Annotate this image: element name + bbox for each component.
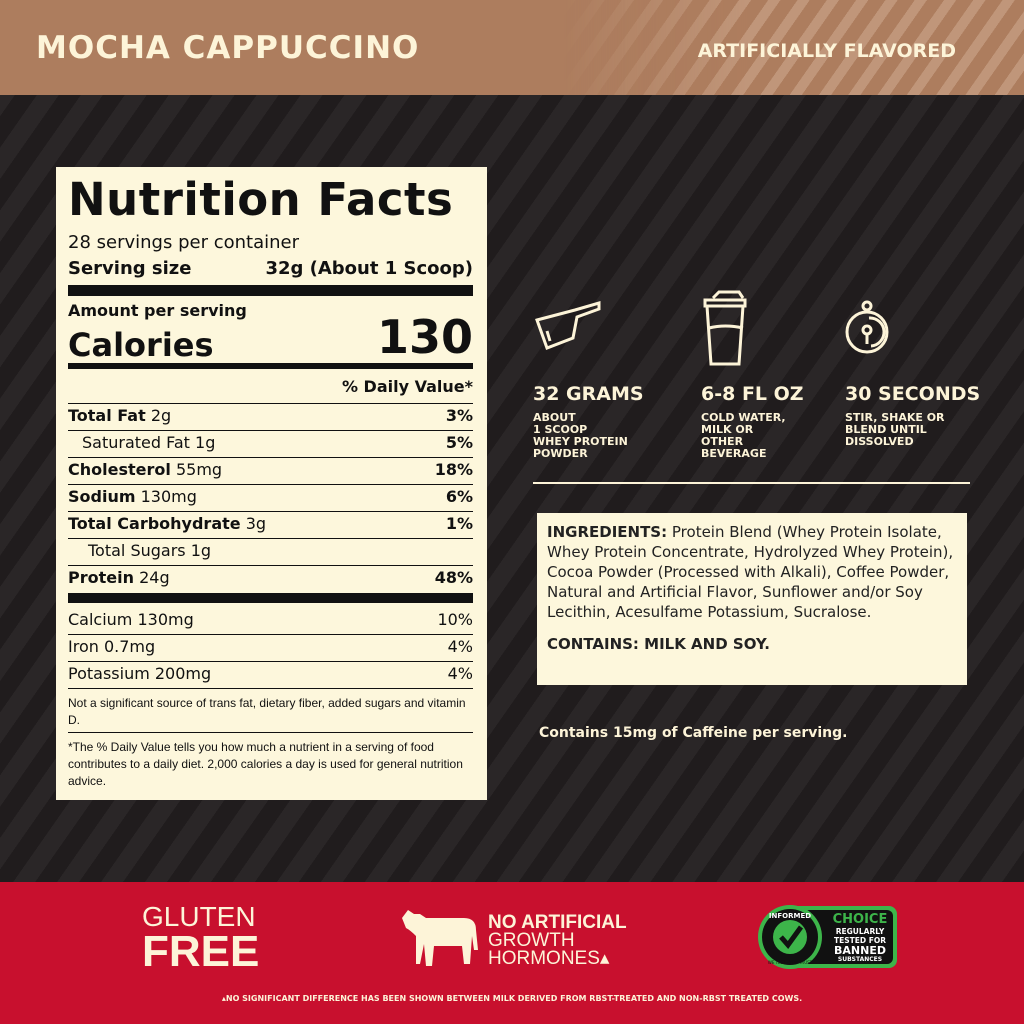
- flavor-name: MOCHA CAPPUCCINO: [36, 30, 420, 66]
- divider: [68, 484, 473, 485]
- divider: [68, 688, 473, 689]
- svg-text:CHOICE: CHOICE: [833, 912, 888, 927]
- nutrition-facts-label: Nutrition Facts 28 servings per containe…: [56, 167, 487, 800]
- informed-choice-badge: INFORMED WE TEST · YOU TRUST CHOICE REGU…: [758, 905, 897, 969]
- svg-text:BANNED: BANNED: [834, 944, 886, 957]
- nutrient-row: Total Carbohydrate 3g 1%: [68, 514, 473, 533]
- svg-text:REGULARLY: REGULARLY: [836, 927, 885, 936]
- divider: [68, 732, 473, 733]
- svg-text:SUBSTANCES: SUBSTANCES: [838, 956, 882, 963]
- direction-time: 30 SECONDS STIR, SHAKE OR BLEND UNTIL DI…: [845, 300, 980, 448]
- dv-header: % Daily Value*: [341, 377, 473, 396]
- divider: [68, 403, 473, 404]
- mineral-row: Calcium 130mg 10%: [68, 610, 473, 629]
- divider: [68, 285, 473, 296]
- divider: [68, 634, 473, 635]
- divider: [68, 565, 473, 566]
- claims-band: GLUTEN FREE NO ARTIFICIAL GROWTH HORMONES▴ …: [0, 882, 1024, 1024]
- nutrient-row: Cholesterol 55mg 18%: [68, 460, 473, 479]
- ingredients-box: INGREDIENTS: Protein Blend (Whey Protein…: [537, 513, 967, 685]
- flavor-note: ARTIFICIALLY FLAVORED: [697, 40, 956, 62]
- divider: [68, 661, 473, 662]
- direction-scoop: 32 GRAMS ABOUT 1 SCOOP WHEY PROTEIN POWD…: [533, 290, 644, 460]
- flavor-header: MOCHA CAPPUCCINO ARTIFICIALLY FLAVORED: [0, 0, 1024, 95]
- direction-liquid: 6-8 FL OZ COLD WATER, MILK OR OTHER BEVE…: [701, 290, 804, 460]
- svg-text:INFORMED: INFORMED: [769, 912, 811, 920]
- nutrient-row: Saturated Fat 1g 5%: [82, 433, 473, 452]
- servings: 28 servings per container: [68, 232, 299, 253]
- serving-size: Serving size 32g (About 1 Scoop): [68, 258, 473, 279]
- scoop-icon: [535, 301, 601, 350]
- divider: [68, 430, 473, 431]
- mineral-row: Potassium 200mg 4%: [68, 664, 473, 683]
- allergens: CONTAINS: MILK AND SOY.: [547, 635, 770, 653]
- label-title: Nutrition Facts: [68, 173, 454, 226]
- header-stripes: [564, 0, 1024, 95]
- svg-text:WE TEST · YOU TRUST: WE TEST · YOU TRUST: [768, 960, 813, 965]
- amount-label: Amount per serving: [68, 301, 247, 320]
- section-divider: [533, 482, 970, 484]
- mineral-row: Iron 0.7mg 4%: [68, 637, 473, 656]
- note-not-significant: Not a significant source of trans fat, d…: [68, 696, 466, 727]
- divider: [68, 457, 473, 458]
- divider: [68, 538, 473, 539]
- nutrient-row: Total Fat 2g 3%: [68, 406, 473, 425]
- note-daily-value: *The % Daily Value tells you how much a …: [68, 740, 463, 788]
- caffeine-note: Contains 15mg of Caffeine per serving.: [539, 725, 848, 741]
- nutrient-row: Sodium 130mg 6%: [68, 487, 473, 506]
- divider: [68, 511, 473, 512]
- gluten-free-badge: GLUTEN FREE: [142, 901, 260, 976]
- rbst-footnote: ▴NO SIGNIFICANT DIFFERENCE HAS BEEN SHOW…: [221, 994, 803, 1003]
- nutrient-row: Protein 24g 48%: [68, 568, 473, 587]
- shaker-icon: [703, 290, 747, 366]
- svg-text:TESTED FOR: TESTED FOR: [834, 936, 886, 945]
- nutrient-row: Total Sugars 1g: [88, 541, 212, 560]
- timer-icon: [845, 300, 889, 354]
- no-hormones-badge: NO ARTIFICIAL GROWTH HORMONES▴: [488, 912, 627, 969]
- ingredients-text: INGREDIENTS: Protein Blend (Whey Protein…: [547, 523, 954, 621]
- divider: [68, 593, 473, 603]
- calories-row: Calories 130: [68, 310, 473, 364]
- cow-icon: [402, 910, 478, 966]
- divider: [68, 363, 473, 369]
